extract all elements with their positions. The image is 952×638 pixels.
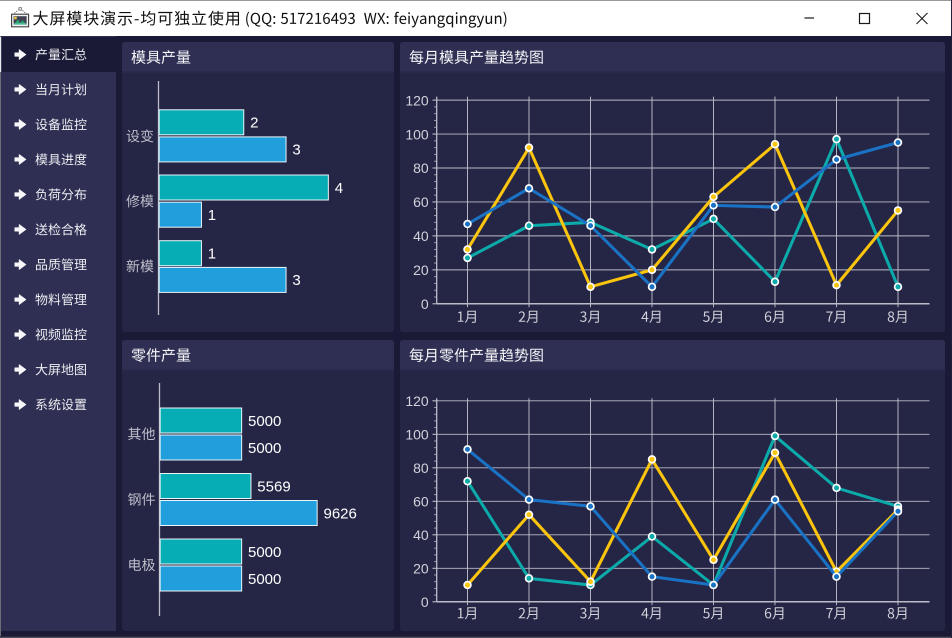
svg-text:100: 100 [405, 126, 429, 142]
svg-text:120: 120 [405, 92, 429, 108]
svg-text:2: 2 [250, 115, 258, 132]
svg-text:0: 0 [421, 594, 429, 610]
svg-text:1: 1 [208, 207, 216, 224]
svg-text:5000: 5000 [248, 440, 281, 457]
svg-text:0: 0 [421, 296, 429, 312]
svg-text:5000: 5000 [248, 571, 281, 588]
svg-text:3: 3 [292, 142, 300, 159]
svg-text:100: 100 [405, 427, 429, 443]
svg-text:3: 3 [292, 272, 300, 289]
svg-text:1: 1 [208, 246, 216, 263]
svg-text:4: 4 [335, 180, 343, 197]
svg-text:40: 40 [413, 228, 429, 244]
svg-text:5569: 5569 [257, 478, 290, 495]
svg-text:20: 20 [413, 561, 429, 577]
svg-text:80: 80 [413, 460, 429, 476]
svg-text:20: 20 [413, 262, 429, 278]
svg-text:40: 40 [413, 527, 429, 543]
svg-text:5000: 5000 [248, 544, 281, 561]
svg-text:60: 60 [413, 494, 429, 510]
svg-text:9626: 9626 [324, 505, 357, 522]
svg-text:5000: 5000 [248, 413, 281, 430]
svg-text:60: 60 [413, 194, 429, 210]
svg-text:120: 120 [405, 393, 429, 409]
svg-text:80: 80 [413, 160, 429, 176]
